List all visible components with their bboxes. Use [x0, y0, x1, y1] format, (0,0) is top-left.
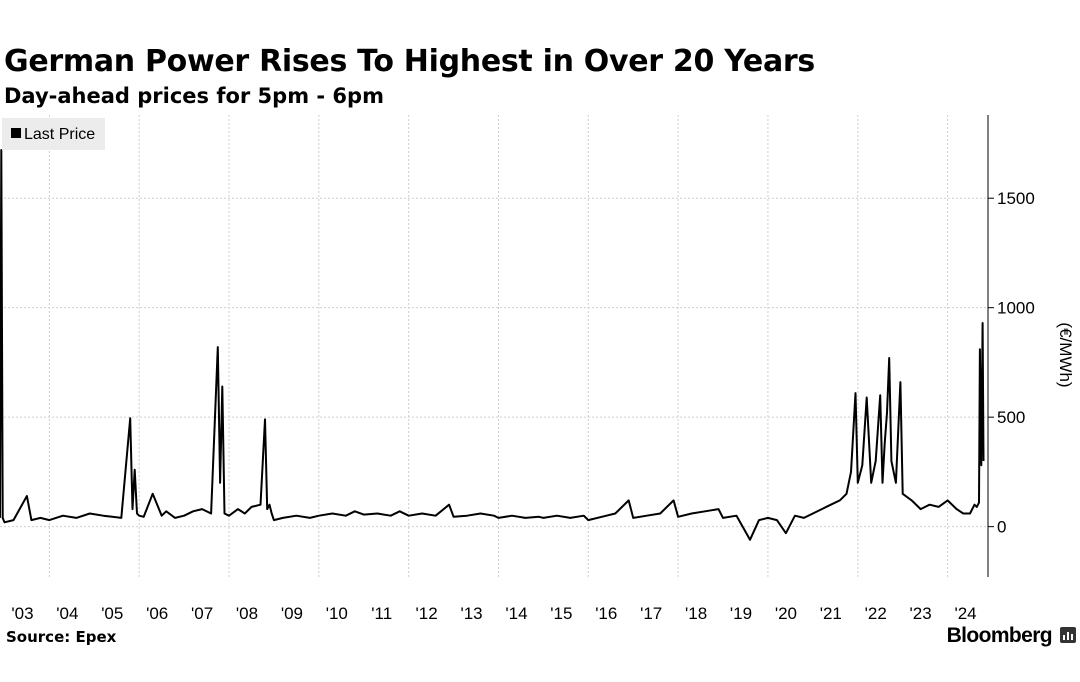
x-tick-label: '09: [281, 604, 303, 623]
x-tick-label: '24: [954, 604, 976, 623]
legend-label: Last Price: [24, 126, 95, 143]
x-tick-label: '13: [460, 604, 482, 623]
x-tick-label: '14: [505, 604, 527, 623]
chart-subtitle: Day-ahead prices for 5pm - 6pm: [4, 84, 384, 108]
x-tick-label: '16: [595, 604, 617, 623]
y-tick-label: 500: [997, 408, 1025, 427]
x-tick-label: '07: [191, 604, 213, 623]
x-tick-label: '17: [640, 604, 662, 623]
x-tick-label: '08: [236, 604, 258, 623]
brand-logo: Bloomberg: [946, 624, 1053, 647]
y-tick-label: 0: [997, 518, 1006, 537]
x-tick-label: '18: [685, 604, 707, 623]
x-tick-label: '23: [910, 604, 932, 623]
chart-gridlines: [0, 115, 988, 577]
x-tick-label: '19: [730, 604, 752, 623]
y-tick-label: 1500: [997, 189, 1035, 208]
source-note: Source: Epex: [6, 628, 117, 646]
legend-swatch: [11, 128, 21, 138]
x-tick-label: '05: [101, 604, 123, 623]
y-tick-label: 1000: [997, 299, 1035, 318]
x-tick-label: '03: [11, 604, 33, 623]
x-tick-label: '15: [550, 604, 572, 623]
bloomberg-terminal-icon: [1060, 627, 1076, 643]
chart-title: German Power Rises To Highest in Over 20…: [4, 44, 815, 79]
chart-legend: Last Price: [2, 118, 105, 150]
x-axis: '03 '04 '05 '06 '07 '08 '09 '10 '11 '12 '13 '14 '15 '…: [11, 604, 976, 623]
chart-series: [0, 149, 985, 541]
x-tick-label: '22: [865, 604, 887, 623]
y-axis: 0 500 1000 1500 (€/MWh): [987, 115, 1075, 577]
x-tick-label: '20: [775, 604, 797, 623]
x-tick-label: '10: [326, 604, 348, 623]
x-tick-label: '04: [56, 604, 78, 623]
y-axis-label: (€/MWh): [1056, 322, 1075, 387]
series-line-last-price: [0, 149, 985, 541]
x-tick-label: '06: [146, 604, 168, 623]
x-tick-label: '21: [820, 604, 842, 623]
x-tick-label: '11: [371, 604, 392, 623]
x-tick-label: '12: [416, 604, 438, 623]
